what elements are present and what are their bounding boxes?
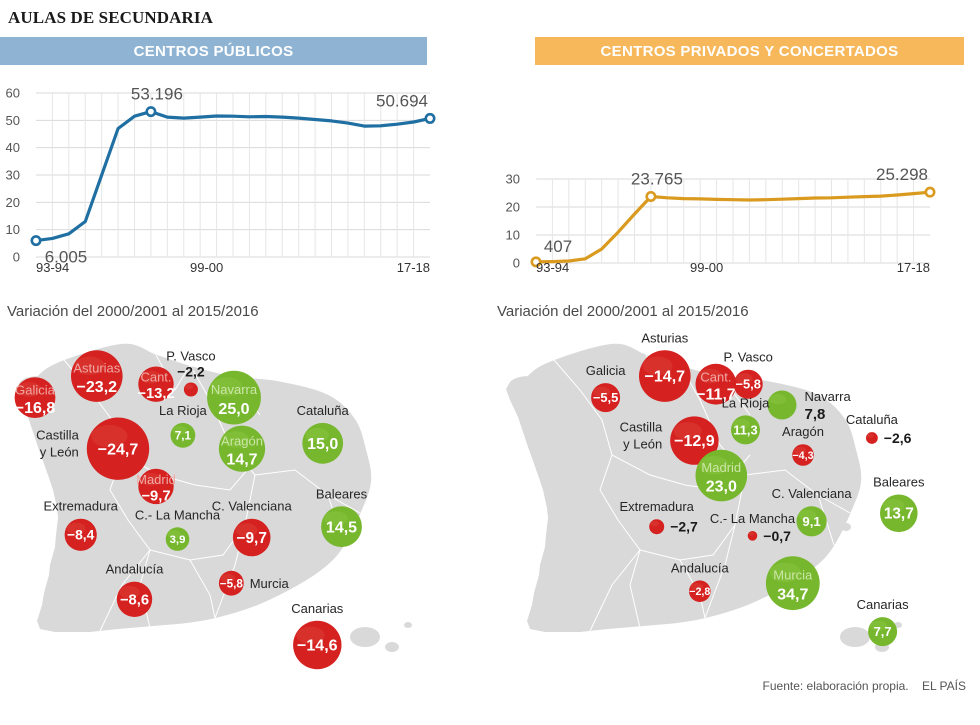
svg-text:−23,2: −23,2 [77, 379, 118, 396]
svg-text:25,0: 25,0 [218, 401, 249, 418]
svg-text:Madrid: Madrid [701, 460, 741, 475]
svg-text:20: 20 [6, 195, 20, 210]
svg-text:Murcia: Murcia [773, 567, 813, 582]
svg-text:25.298: 25.298 [876, 165, 928, 184]
svg-text:30: 30 [6, 168, 20, 183]
svg-text:93-94: 93-94 [536, 260, 569, 275]
svg-text:Aragón: Aragón [221, 433, 263, 448]
svg-text:Aragón: Aragón [782, 424, 824, 439]
svg-text:3,9: 3,9 [170, 534, 186, 546]
svg-text:7,8: 7,8 [805, 406, 826, 423]
svg-text:Asturias: Asturias [641, 330, 688, 345]
svg-text:Cataluña: Cataluña [846, 412, 899, 427]
svg-text:60: 60 [6, 86, 20, 101]
svg-text:99-00: 99-00 [690, 260, 723, 275]
svg-text:15,0: 15,0 [307, 436, 338, 453]
svg-text:−16,8: −16,8 [15, 400, 56, 417]
svg-text:407: 407 [544, 237, 572, 256]
svg-text:−8,6: −8,6 [120, 592, 149, 608]
svg-text:−2,8: −2,8 [689, 586, 710, 598]
svg-text:P. Vasco: P. Vasco [166, 349, 215, 364]
svg-text:−2,2: −2,2 [177, 364, 205, 380]
svg-text:−24,7: −24,7 [98, 441, 139, 458]
svg-text:Baleares: Baleares [316, 486, 368, 501]
svg-text:17-18: 17-18 [397, 260, 430, 275]
svg-text:P. Vasco: P. Vasco [724, 350, 773, 365]
svg-text:Andalucía: Andalucía [106, 562, 165, 577]
svg-text:Asturias: Asturias [73, 360, 120, 375]
svg-text:11,3: 11,3 [733, 422, 757, 437]
svg-text:10: 10 [6, 222, 20, 237]
svg-text:−13,2: −13,2 [137, 386, 174, 402]
svg-text:−4,3: −4,3 [792, 450, 813, 462]
svg-text:14,7: 14,7 [226, 451, 257, 468]
svg-text:Canarias: Canarias [857, 597, 910, 612]
svg-text:−12,9: −12,9 [674, 433, 715, 450]
svg-text:La Rioja: La Rioja [722, 395, 770, 410]
svg-text:Cant.: Cant. [140, 370, 171, 385]
svg-text:Navarra: Navarra [211, 382, 258, 397]
svg-text:Extremadura: Extremadura [619, 499, 694, 514]
svg-text:9,1: 9,1 [802, 514, 820, 529]
svg-text:23,0: 23,0 [706, 479, 737, 496]
svg-text:y León: y León [623, 437, 662, 452]
svg-text:C.- La Mancha: C.- La Mancha [135, 507, 221, 522]
svg-text:93-94: 93-94 [36, 260, 69, 275]
svg-text:−5,8: −5,8 [735, 377, 760, 392]
svg-text:0: 0 [13, 250, 20, 265]
svg-text:−14,7: −14,7 [645, 369, 686, 386]
svg-text:Madrid: Madrid [136, 472, 176, 487]
svg-text:−14,6: −14,6 [297, 638, 338, 655]
svg-text:−0,7: −0,7 [763, 528, 791, 544]
svg-text:Galicia: Galicia [15, 383, 56, 398]
svg-text:30: 30 [506, 172, 520, 187]
svg-text:Murcia: Murcia [250, 576, 290, 591]
svg-text:−2,7: −2,7 [670, 519, 698, 535]
svg-text:10: 10 [506, 228, 520, 243]
svg-text:Castilla: Castilla [36, 428, 79, 443]
svg-text:Cant.: Cant. [700, 369, 731, 384]
svg-text:−2,6: −2,6 [884, 430, 912, 446]
svg-text:23.765: 23.765 [631, 169, 683, 188]
svg-text:34,7: 34,7 [777, 586, 808, 603]
svg-text:La Rioja: La Rioja [159, 403, 207, 418]
svg-text:0: 0 [513, 256, 520, 271]
svg-text:−5,5: −5,5 [593, 390, 618, 405]
svg-text:−8,4: −8,4 [67, 527, 95, 543]
svg-text:y León: y León [40, 445, 79, 460]
svg-text:50.694: 50.694 [376, 91, 428, 110]
svg-text:40: 40 [6, 140, 20, 155]
svg-text:50: 50 [6, 113, 20, 128]
svg-text:7,7: 7,7 [874, 624, 892, 639]
svg-text:Andalucía: Andalucía [671, 560, 730, 575]
svg-text:−9,7: −9,7 [141, 488, 170, 504]
svg-text:−9,7: −9,7 [237, 530, 267, 547]
svg-text:17-18: 17-18 [897, 260, 930, 275]
svg-text:Extremadura: Extremadura [43, 499, 118, 514]
svg-text:99-00: 99-00 [190, 260, 223, 275]
svg-text:Cataluña: Cataluña [297, 403, 350, 418]
svg-text:7,1: 7,1 [175, 429, 192, 442]
svg-text:13,7: 13,7 [884, 506, 914, 523]
svg-text:Galicia: Galicia [586, 363, 627, 378]
svg-text:14,5: 14,5 [326, 519, 357, 536]
svg-text:C. Valenciana: C. Valenciana [772, 486, 853, 501]
svg-text:Canarias: Canarias [291, 601, 344, 616]
svg-text:C. Valenciana: C. Valenciana [212, 499, 293, 514]
svg-text:Castilla: Castilla [620, 420, 663, 435]
svg-text:−5,8: −5,8 [220, 577, 244, 590]
svg-text:Navarra: Navarra [805, 389, 852, 404]
svg-text:53.196: 53.196 [131, 85, 183, 104]
svg-text:Baleares: Baleares [873, 475, 925, 490]
svg-text:C.- La Mancha: C.- La Mancha [710, 511, 796, 526]
svg-text:20: 20 [506, 200, 520, 215]
